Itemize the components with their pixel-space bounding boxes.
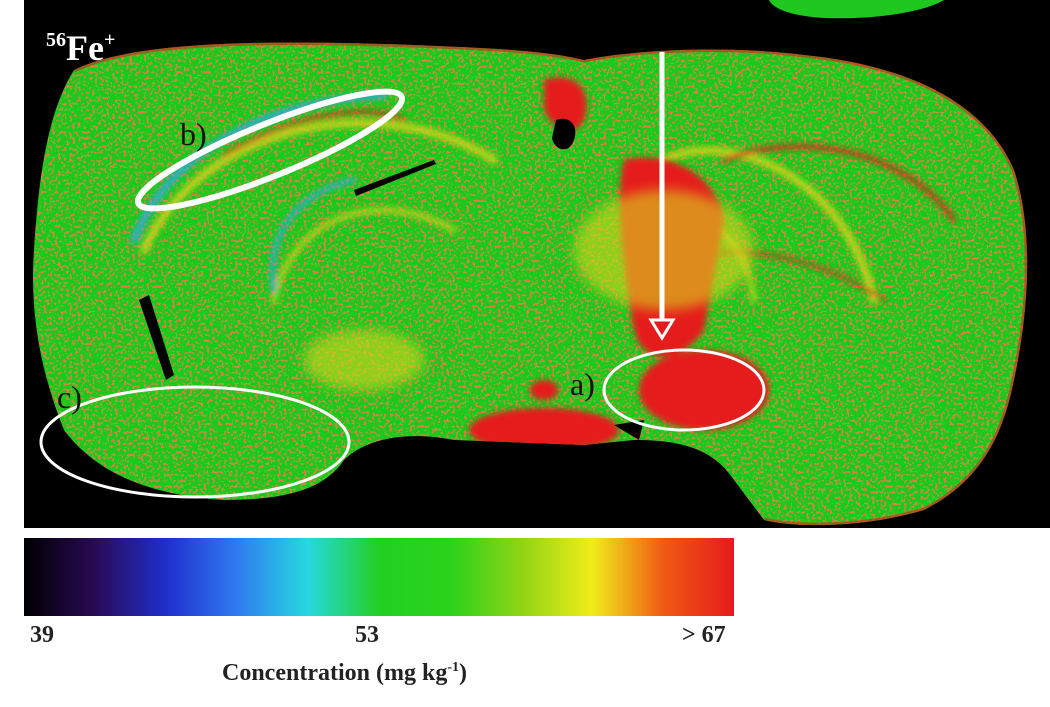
region-c-outline <box>39 385 351 499</box>
region-label-a: a) <box>570 366 595 402</box>
colorbar <box>24 538 734 616</box>
region-a-outline <box>602 348 766 432</box>
isotope-label: 56Fe+ <box>46 28 115 68</box>
brain-iron-map: 56Fe+ b) c) a) <box>24 0 1050 528</box>
region-b-outline <box>134 88 406 212</box>
colorbar-tick-min: 39 <box>30 622 54 648</box>
region-label-c: c) <box>57 379 82 415</box>
colorbar-label: Concentration (mg kg-1) <box>222 660 467 686</box>
arrow-annotation <box>648 52 676 341</box>
tissue-fragment <box>769 0 944 19</box>
colorbar-tick-mid: 53 <box>355 622 379 648</box>
colorbar-gradient <box>24 538 734 616</box>
colorbar-tick-max: > 67 <box>682 622 726 648</box>
region-label-b: b) <box>180 116 207 152</box>
